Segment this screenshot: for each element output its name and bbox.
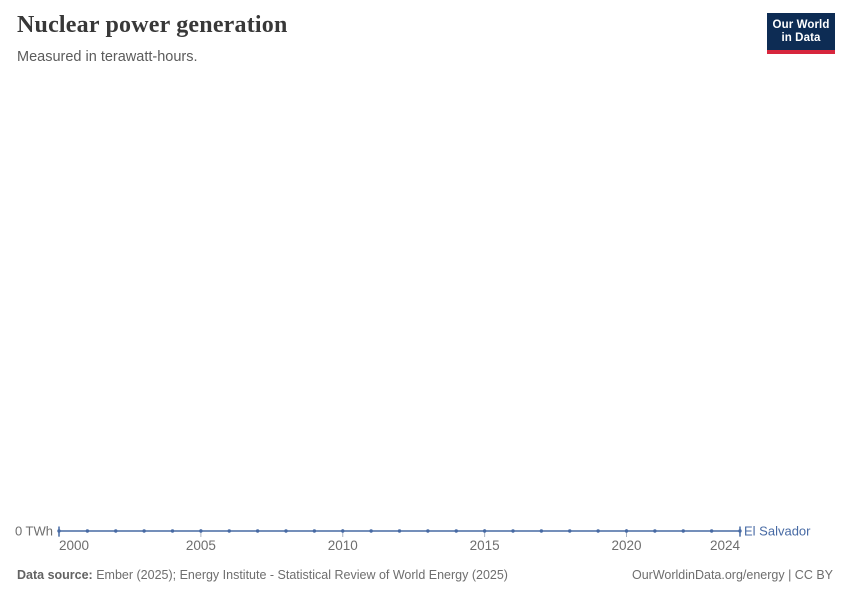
data-point[interactable] xyxy=(397,529,402,533)
chart-subtitle: Measured in terawatt-hours. xyxy=(17,49,198,65)
data-point[interactable] xyxy=(426,529,430,533)
owid-logo-red-bar xyxy=(767,50,835,54)
data-point[interactable] xyxy=(369,529,373,533)
data-point[interactable] xyxy=(170,529,175,533)
y-axis-label: 0 TWh xyxy=(15,524,53,539)
data-point[interactable] xyxy=(255,529,260,533)
footer-citation-link[interactable]: OurWorldinData.org/energy | CC BY xyxy=(631,568,833,582)
data-point[interactable] xyxy=(596,529,600,533)
x-tick-label: 2020 xyxy=(611,538,641,553)
x-tick-label: 2010 xyxy=(328,538,358,553)
chart-footer: Data source: Ember (2025); Energy Instit… xyxy=(17,567,833,583)
data-point[interactable] xyxy=(624,529,629,533)
data-point[interactable] xyxy=(482,529,487,533)
data-point[interactable] xyxy=(227,529,231,533)
data-point[interactable] xyxy=(709,529,714,533)
data-source-text: Ember (2025); Energy Institute - Statist… xyxy=(92,568,508,582)
data-point[interactable] xyxy=(454,529,458,533)
data-point[interactable] xyxy=(312,529,317,533)
owid-logo-line1: Our World xyxy=(772,19,830,31)
data-point[interactable] xyxy=(511,529,515,533)
owid-logo-text: Our World in Data xyxy=(767,13,835,50)
chart-title: Nuclear power generation xyxy=(17,12,288,38)
data-point[interactable] xyxy=(738,529,742,533)
x-tick-label: 2005 xyxy=(186,538,216,553)
data-point[interactable] xyxy=(568,529,572,533)
data-point[interactable] xyxy=(539,529,544,533)
data-point[interactable] xyxy=(284,529,288,533)
data-point[interactable] xyxy=(341,529,345,533)
data-point[interactable] xyxy=(142,529,146,533)
x-tick-label: 2000 xyxy=(59,538,89,553)
owid-logo-line2: in Data xyxy=(781,32,821,44)
data-point[interactable] xyxy=(85,529,90,533)
data-source-label: Data source: xyxy=(17,568,93,582)
data-point[interactable] xyxy=(199,529,203,533)
data-point[interactable] xyxy=(57,529,61,533)
data-source-note: Data source: Ember (2025); Energy Instit… xyxy=(17,567,508,583)
x-tick-label: 2015 xyxy=(470,538,500,553)
x-tick-label: 2024 xyxy=(710,538,741,553)
entity-label[interactable]: El Salvador xyxy=(744,524,811,539)
data-point[interactable] xyxy=(653,529,657,533)
owid-logo[interactable]: Our World in Data xyxy=(767,13,835,54)
data-point[interactable] xyxy=(681,529,685,533)
data-point[interactable] xyxy=(114,529,118,533)
